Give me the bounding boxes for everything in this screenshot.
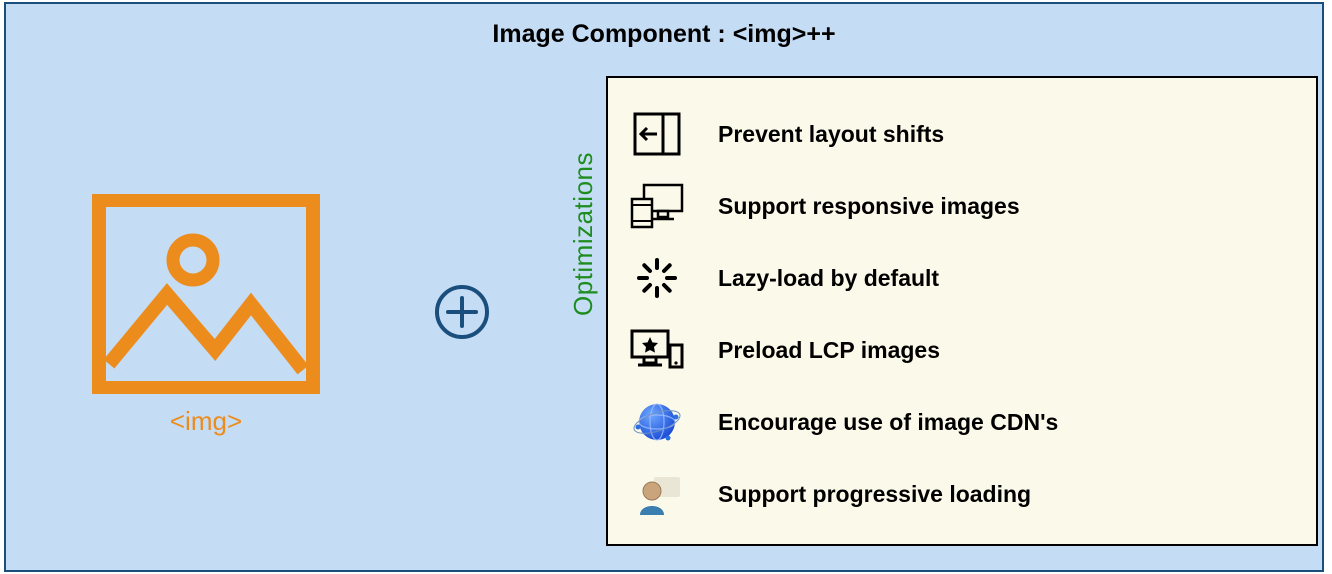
globe-cdn-icon [630, 395, 684, 449]
plus-icon [434, 284, 490, 340]
image-placeholder-icon [91, 194, 321, 394]
diagram-container: Image Component : <img>++ <img> Optimiza… [4, 2, 1324, 572]
list-item: Prevent layout shifts [630, 98, 1288, 170]
list-item: Support responsive images [630, 170, 1288, 242]
list-item: Encourage use of image CDN's [630, 386, 1288, 458]
img-tag-label: <img> [86, 406, 326, 437]
list-item: Lazy-load by default [630, 242, 1288, 314]
list-item-label: Preload LCP images [718, 337, 940, 364]
optimizations-label: Optimizations [568, 152, 599, 316]
list-item-label: Prevent layout shifts [718, 121, 944, 148]
optimizations-panel: Prevent layout shifts Support responsive… [606, 76, 1318, 546]
list-item: Support progressive loading [630, 458, 1288, 530]
layout-shift-icon [630, 107, 684, 161]
responsive-icon [630, 179, 684, 233]
progressive-user-icon [630, 467, 684, 521]
diagram-title: Image Component : <img>++ [6, 20, 1322, 49]
image-placeholder-block: <img> [86, 194, 326, 437]
list-item-label: Lazy-load by default [718, 265, 939, 292]
list-item-label: Encourage use of image CDN's [718, 409, 1058, 436]
list-item: Preload LCP images [630, 314, 1288, 386]
list-item-label: Support progressive loading [718, 481, 1031, 508]
loading-spinner-icon [630, 251, 684, 305]
list-item-label: Support responsive images [718, 193, 1020, 220]
preload-devices-icon [630, 323, 684, 377]
